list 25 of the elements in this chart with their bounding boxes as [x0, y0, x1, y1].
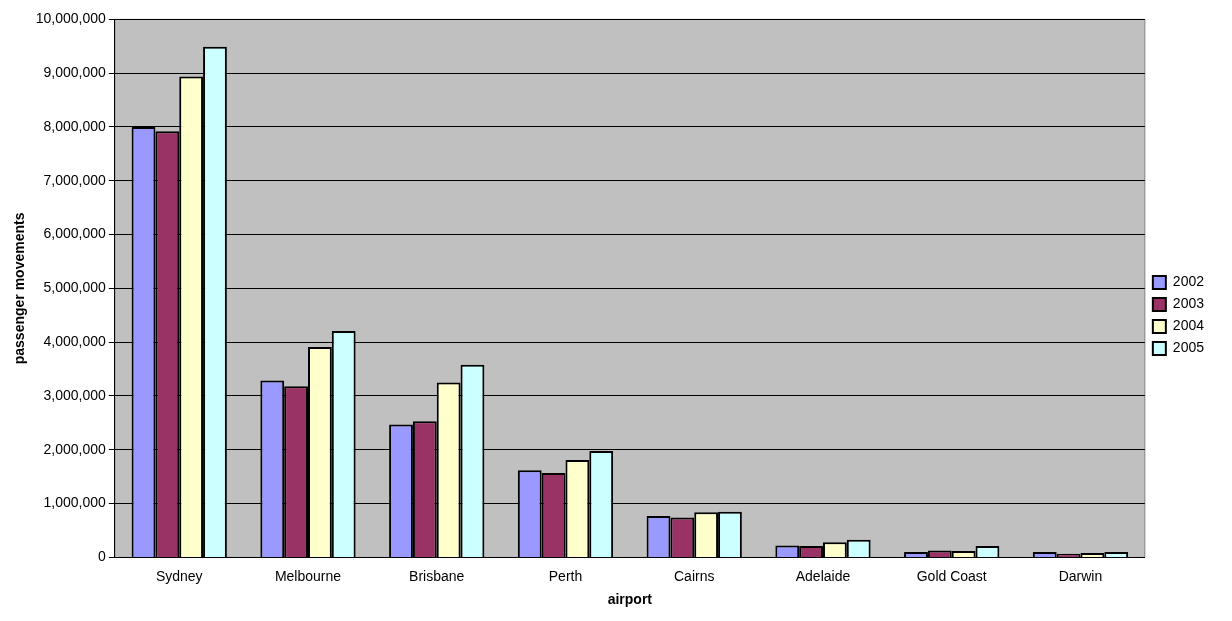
y-tick-label: 9,000,000	[43, 64, 107, 81]
y-tick-label: 2,000,000	[43, 440, 107, 457]
y-tick-label: 8,000,000	[43, 117, 107, 134]
y-axis-title: passenger movements	[11, 212, 28, 365]
y-tick-label: 7,000,000	[43, 171, 107, 188]
x-tick-label: Cairns	[674, 567, 715, 584]
x-tick-label: Sydney	[155, 567, 203, 584]
legend-label: 2003	[1172, 295, 1205, 312]
x-tick-label: Perth	[548, 567, 583, 584]
legend-label: 2002	[1172, 273, 1205, 290]
x-tick-label: Brisbane	[409, 567, 465, 584]
y-tick-label: 6,000,000	[43, 225, 107, 242]
x-tick-label: Adelaide	[795, 567, 851, 584]
y-tick-label: 0	[98, 548, 107, 565]
y-tick-label: 10,000,000	[35, 10, 107, 27]
y-tick-label: 1,000,000	[43, 494, 107, 511]
legend-label: 2004	[1172, 317, 1205, 334]
y-tick-label: 4,000,000	[43, 333, 107, 350]
legend-label: 2005	[1172, 339, 1205, 356]
x-tick-label: Gold Coast	[916, 567, 987, 584]
y-tick-label: 5,000,000	[43, 279, 107, 296]
x-axis-title: airport	[607, 591, 653, 608]
x-tick-label: Darwin	[1058, 567, 1103, 584]
y-tick-label: 3,000,000	[43, 386, 107, 403]
x-tick-label: Melbourne	[274, 567, 342, 584]
